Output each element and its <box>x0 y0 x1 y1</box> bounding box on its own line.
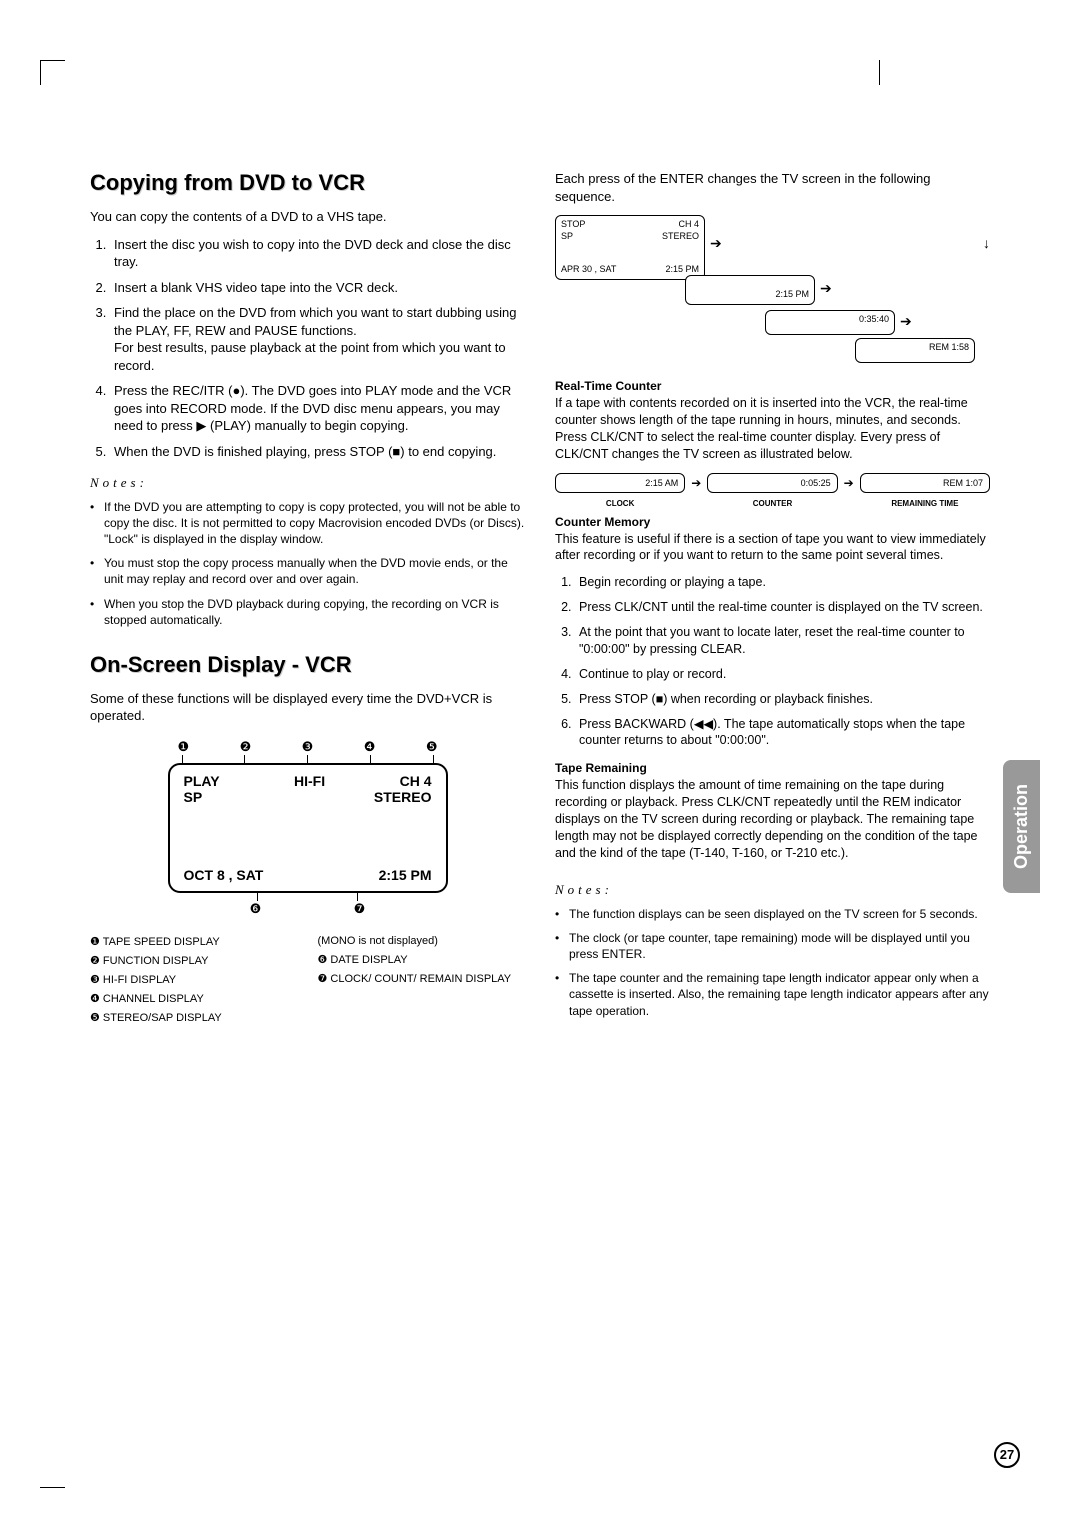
list-item: Press CLK/CNT until the real-time counte… <box>575 599 990 616</box>
list-item: Press BACKWARD (◀◀). The tape automatica… <box>575 716 990 750</box>
legend-item: ❹ CHANNEL DISPLAY <box>90 992 298 1005</box>
legend-item: ❸ HI-FI DISPLAY <box>90 973 298 986</box>
arrow-icon: ➔ <box>710 235 722 252</box>
rtc-text: If a tape with contents recorded on it i… <box>555 395 990 463</box>
osd-intro: Some of these functions will be displaye… <box>90 690 525 725</box>
marker: ❶ <box>178 739 190 755</box>
osd-channel: CH 4 <box>400 773 432 789</box>
list-item: You must stop the copy process manually … <box>90 555 525 587</box>
osd-legend: ❶ TAPE SPEED DISPLAY ❷ FUNCTION DISPLAY … <box>90 935 525 1030</box>
cm-heading: Counter Memory <box>555 515 990 529</box>
page-number: 27 <box>994 1442 1020 1468</box>
clock-label: CLOCK <box>556 499 684 508</box>
seq-ch: CH 4 <box>678 219 699 231</box>
list-item: When the DVD is finished playing, press … <box>110 443 525 461</box>
marker: ❼ <box>354 901 366 917</box>
tr-text: This function displays the amount of tim… <box>555 777 990 861</box>
legend-item: ❻ DATE DISPLAY <box>318 953 526 966</box>
left-column: Copying from DVD to VCR You can copy the… <box>90 170 525 1031</box>
osd-top-markers: ❶ ❷ ❸ ❹ ❺ <box>168 739 448 755</box>
counter-box: 0:05:25 COUNTER <box>707 473 837 493</box>
seq-stereo: STEREO <box>662 231 699 243</box>
seq-stop: STOP <box>561 219 585 231</box>
legend-item: ❼ CLOCK/ COUNT/ REMAIN DISPLAY <box>318 972 526 985</box>
arrow-icon: ➔ <box>691 476 701 490</box>
seq-date: APR 30 , SAT <box>561 264 616 276</box>
list-item: Press the REC/ITR (●). The DVD goes into… <box>110 382 525 435</box>
osd-diagram: ❶ ❷ ❸ ❹ ❺ PLAY HI-FI CH 4 SP STEREO OCT <box>168 739 448 917</box>
list-item: If the DVD you are attempting to copy is… <box>90 499 525 548</box>
counter-diagram: 2:15 AM CLOCK ➔ 0:05:25 COUNTER ➔ REM 1:… <box>555 473 990 493</box>
enter-intro: Each press of the ENTER changes the TV s… <box>555 170 990 205</box>
list-item: At the point that you want to locate lat… <box>575 624 990 658</box>
heading-osd: On-Screen Display - VCR <box>90 652 525 678</box>
cm-text: This feature is useful if there is a sec… <box>555 531 990 565</box>
seq-box-full: STOPCH 4 SPSTEREO APR 30 , SAT2:15 PM <box>555 215 705 280</box>
counter-label: COUNTER <box>708 499 836 508</box>
osd-date: OCT 8 , SAT <box>184 867 264 883</box>
osd-hifi: HI-FI <box>294 773 325 789</box>
osd-play: PLAY <box>184 773 220 789</box>
crop-mark <box>40 1487 65 1488</box>
list-item: Insert the disc you wish to copy into th… <box>110 236 525 271</box>
list-item: Find the place on the DVD from which you… <box>110 304 525 374</box>
list-item: The tape counter and the remaining tape … <box>555 970 990 1019</box>
osd-sp: SP <box>184 789 203 805</box>
osd-time: 2:15 PM <box>379 867 432 883</box>
rem-val: REM 1:07 <box>867 478 983 488</box>
list-item: When you stop the DVD playback during co… <box>90 596 525 628</box>
crop-mark <box>40 60 65 85</box>
list-item: The clock (or tape counter, tape remaini… <box>555 930 990 962</box>
arrow-icon: ↓ <box>983 235 990 251</box>
intro-text: You can copy the contents of a DVD to a … <box>90 208 525 226</box>
seq-d-val: REM 1:58 <box>861 342 969 354</box>
marker: ❹ <box>364 739 376 755</box>
arrow-icon: ➔ <box>900 313 912 330</box>
copy-steps: Insert the disc you wish to copy into th… <box>110 236 525 461</box>
legend-item: (MONO is not displayed) <box>318 935 526 947</box>
clock-box: 2:15 AM CLOCK <box>555 473 685 493</box>
notes-list: If the DVD you are attempting to copy is… <box>90 499 525 628</box>
marker: ❺ <box>426 739 438 755</box>
list-item: Continue to play or record. <box>575 666 990 683</box>
marker: ❻ <box>250 901 262 917</box>
notes-label: Notes: <box>555 882 990 898</box>
side-tab-operation: Operation <box>1003 760 1040 893</box>
seq-box-rem: REM 1:58 <box>855 338 975 363</box>
seq-b-val: 2:15 PM <box>691 289 809 301</box>
crop-mark <box>879 60 880 85</box>
right-column: Each press of the ENTER changes the TV s… <box>555 170 990 1031</box>
page-content: Copying from DVD to VCR You can copy the… <box>90 170 990 1031</box>
rem-box: REM 1:07 REMAINING TIME <box>860 473 990 493</box>
heading-copying: Copying from DVD to VCR <box>90 170 525 196</box>
sequence-diagram: STOPCH 4 SPSTEREO APR 30 , SAT2:15 PM ➔ … <box>555 215 990 365</box>
clock-val: 2:15 AM <box>562 478 678 488</box>
tr-heading: Tape Remaining <box>555 761 990 775</box>
legend-item: ❶ TAPE SPEED DISPLAY <box>90 935 298 948</box>
osd-stereo: STEREO <box>374 789 432 805</box>
osd-box: PLAY HI-FI CH 4 SP STEREO OCT 8 , SAT 2:… <box>168 763 448 893</box>
counter-val: 0:05:25 <box>714 478 830 488</box>
notes-label: Notes: <box>90 475 525 491</box>
seq-box-counter: 0:35:40 <box>765 310 895 335</box>
list-item: The function displays can be seen displa… <box>555 906 990 922</box>
legend-item: ❷ FUNCTION DISPLAY <box>90 954 298 967</box>
notes-list: The function displays can be seen displa… <box>555 906 990 1019</box>
seq-box-time: 2:15 PM <box>685 275 815 305</box>
arrow-icon: ➔ <box>820 280 832 297</box>
marker: ❸ <box>302 739 314 755</box>
list-item: Begin recording or playing a tape. <box>575 574 990 591</box>
rtc-heading: Real-Time Counter <box>555 379 990 393</box>
list-item: Insert a blank VHS video tape into the V… <box>110 279 525 297</box>
cm-steps: Begin recording or playing a tape. Press… <box>575 574 990 749</box>
marker: ❷ <box>240 739 252 755</box>
seq-sp: SP <box>561 231 573 243</box>
arrow-icon: ➔ <box>844 476 854 490</box>
list-item: Press STOP (■) when recording or playbac… <box>575 691 990 708</box>
rem-label: REMAINING TIME <box>861 499 989 508</box>
legend-item: ❺ STEREO/SAP DISPLAY <box>90 1011 298 1024</box>
seq-c-val: 0:35:40 <box>771 314 889 326</box>
